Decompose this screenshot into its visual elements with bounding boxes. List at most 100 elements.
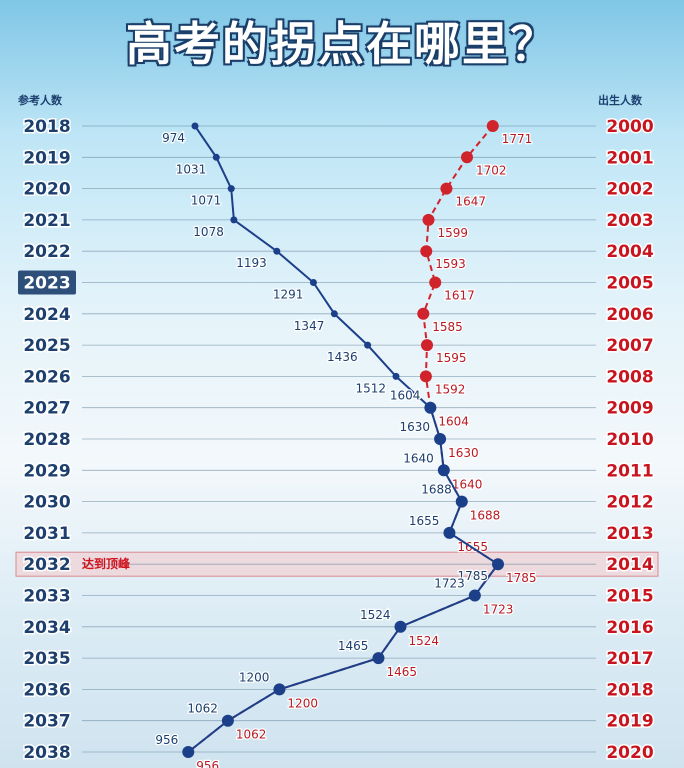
- red-data-label: 1593: [435, 257, 466, 271]
- left-year-label: 2030: [23, 493, 70, 513]
- red-point: [420, 245, 433, 258]
- right-year-label: 2017: [606, 649, 653, 669]
- red-data-label: 1595: [436, 351, 467, 365]
- right-year-label: 2008: [606, 367, 653, 387]
- red-point: [422, 213, 435, 226]
- blue-point: [212, 153, 220, 161]
- left-year-label: 2025: [23, 336, 70, 356]
- blue-point: [227, 185, 235, 193]
- right-year-label: 2009: [606, 399, 653, 419]
- red-data-label: 1599: [438, 226, 469, 240]
- blue-data-label: 1512: [355, 381, 386, 395]
- left-year-label: 2027: [23, 399, 70, 419]
- blue-point: [394, 620, 407, 633]
- left-year-label: 2038: [23, 743, 70, 763]
- blue-data-label: 1465: [338, 639, 369, 653]
- blue-point: [492, 558, 504, 571]
- blue-point: [434, 433, 447, 445]
- blue-data-label: 1436: [327, 350, 358, 364]
- blue-data-label: 1291: [273, 288, 304, 302]
- peak-label: 达到顶峰: [82, 556, 131, 571]
- left-year-labels: 2018 2019 2020 2021 2022 2023 2024 2025 2026 2027…: [18, 116, 76, 765]
- blue-point: [455, 495, 468, 508]
- right-year-label: 2000: [606, 117, 653, 137]
- right-year-label: 2018: [606, 680, 653, 700]
- left-year-label: 2020: [23, 180, 70, 200]
- left-year-label: 2021: [23, 211, 70, 231]
- blue-point: [230, 216, 238, 224]
- blue-point: [372, 652, 385, 665]
- blue-data-label: 1604: [390, 389, 421, 403]
- red-data-label: 1702: [476, 163, 507, 177]
- red-data-label: 1585: [432, 320, 463, 334]
- left-year-label: 2022: [23, 242, 70, 262]
- red-data-label: 1640: [452, 477, 483, 491]
- red-data-label: 1688: [470, 509, 501, 523]
- blue-data-label: 956: [155, 733, 178, 747]
- red-point: [421, 339, 434, 352]
- right-year-label: 2015: [606, 587, 653, 607]
- blue-point: [437, 464, 450, 477]
- blue-point: [221, 714, 234, 727]
- red-data-label: 1592: [435, 382, 466, 396]
- blue-point: [392, 372, 400, 380]
- right-year-label: 2020: [606, 743, 653, 763]
- red-point: [460, 151, 473, 164]
- right-year-label: 2003: [606, 211, 653, 231]
- right-year-label: 2013: [606, 524, 653, 544]
- red-point: [417, 307, 430, 320]
- left-year-label: 2023: [23, 274, 70, 294]
- blue-data-label: 1723: [434, 577, 465, 591]
- right-year-label: 2014: [606, 555, 653, 575]
- red-data-label: 1465: [386, 665, 417, 679]
- left-axis-header: 参考人数: [18, 93, 63, 107]
- red-point: [486, 120, 499, 132]
- red-point: [440, 182, 453, 195]
- blue-point: [273, 247, 281, 255]
- left-year-label: 2018: [23, 117, 70, 137]
- red-series: 1771 1702 1647 1599 1593 1617 1585 1595 1592 1604…: [184, 120, 538, 768]
- blue-data-label: 1347: [294, 319, 325, 333]
- red-data-label: 1617: [444, 289, 475, 303]
- left-year-label: 2036: [23, 680, 70, 700]
- blue-point: [468, 589, 481, 602]
- blue-point: [330, 310, 338, 318]
- right-year-label: 2010: [606, 430, 653, 450]
- right-year-labels: 2000 2001 2002 2003 2004 2005 2006 2007 2008 2009…: [605, 116, 655, 765]
- blue-point: [443, 526, 456, 539]
- right-year-label: 2012: [606, 493, 653, 513]
- red-data-label: 1723: [483, 603, 514, 617]
- blue-point: [182, 746, 195, 758]
- blue-data-label: 1031: [176, 162, 207, 176]
- blue-data-label: 1062: [187, 702, 218, 716]
- right-year-label: 2006: [606, 305, 653, 325]
- left-year-label: 2029: [23, 461, 70, 481]
- blue-data-label: 1655: [409, 514, 440, 528]
- page-title: 高考的拐点在哪里？: [126, 17, 558, 71]
- left-year-label: 2034: [23, 618, 70, 638]
- red-data-label: 1604: [438, 415, 469, 429]
- red-data-label: 1200: [287, 696, 318, 710]
- blue-data-label: 1524: [360, 608, 391, 622]
- blue-data-label: 974: [162, 131, 185, 145]
- red-data-label: 1062: [236, 728, 267, 742]
- left-year-label: 2035: [23, 649, 70, 669]
- right-year-label: 2004: [606, 242, 653, 262]
- right-year-label: 2019: [606, 712, 653, 732]
- blue-data-label: 1071: [191, 194, 222, 208]
- highlighted-year-box: [18, 270, 76, 295]
- right-year-label: 2002: [606, 180, 653, 200]
- red-data-label: 1647: [455, 195, 486, 209]
- blue-data-label: 1688: [421, 483, 452, 497]
- red-point: [419, 370, 432, 383]
- red-point: [429, 276, 442, 289]
- left-year-label: 2019: [23, 148, 70, 168]
- red-data-label: 956: [196, 759, 219, 768]
- blue-data-label: 1200: [239, 670, 270, 684]
- red-data-label: 1524: [408, 634, 439, 648]
- red-data-label: 1771: [502, 132, 533, 146]
- blue-data-label: 1785: [457, 569, 488, 583]
- blue-point: [273, 683, 286, 696]
- blue-series: 974 1031 1071 1078 1193 1291 1347 1436 1512 1604 1…: [154, 122, 504, 758]
- blue-point: [364, 341, 372, 349]
